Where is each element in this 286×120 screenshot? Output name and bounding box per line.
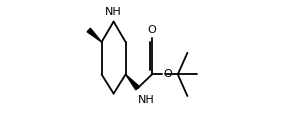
Text: NH: NH xyxy=(105,7,122,17)
Polygon shape xyxy=(126,74,139,90)
Polygon shape xyxy=(87,28,102,42)
Text: O: O xyxy=(163,69,172,79)
Text: NH: NH xyxy=(138,95,155,105)
Text: O: O xyxy=(148,25,156,35)
